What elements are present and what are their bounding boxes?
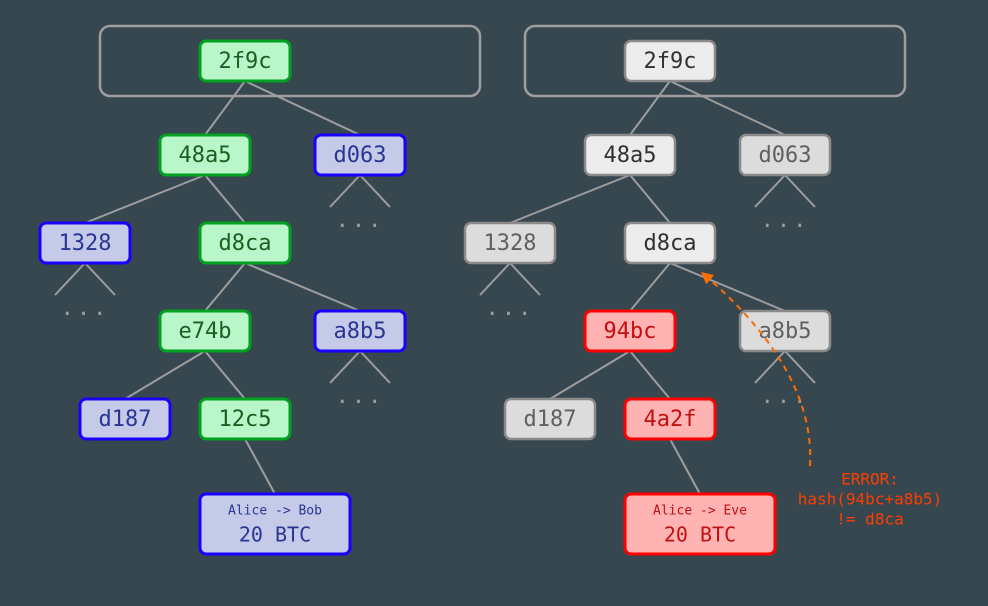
tree-edge	[755, 351, 785, 383]
ellipsis: ...	[761, 208, 810, 233]
tree-node-label: 4a2f	[644, 407, 697, 432]
tree-edge	[205, 175, 245, 223]
tree-node-label: 2f9c	[219, 49, 272, 74]
tree-node-label: 2f9c	[644, 49, 697, 74]
tree-edge	[630, 175, 670, 223]
error-text: != d8ca	[836, 510, 903, 529]
ellipsis: ...	[761, 384, 810, 409]
ellipsis: ...	[486, 296, 535, 321]
tree-edge	[510, 175, 630, 223]
tree-edge	[360, 351, 390, 383]
leaf-value: 20 BTC	[664, 523, 736, 547]
tree-edge	[630, 81, 670, 135]
ellipsis: ...	[336, 208, 385, 233]
tree-node-label: d187	[524, 407, 577, 432]
tree-edge	[670, 439, 700, 494]
tree-node-label: d187	[99, 407, 152, 432]
tree-node-label: 1328	[484, 231, 537, 256]
tree-node-label: d063	[334, 143, 387, 168]
tree-edge	[125, 351, 205, 399]
tree-edge	[360, 175, 390, 207]
ellipsis: ...	[61, 296, 110, 321]
tree-edge	[205, 351, 245, 399]
tree-edge	[330, 175, 360, 207]
tree-edge	[630, 351, 670, 399]
tree-edge	[480, 263, 510, 295]
tree-node-label: d8ca	[644, 231, 697, 256]
error-text: ERROR:	[841, 470, 899, 489]
tree-edge	[755, 175, 785, 207]
tree-node-label: d8ca	[219, 231, 272, 256]
tree-edge	[205, 263, 245, 311]
tree-edge	[245, 81, 360, 135]
tree-edge	[785, 175, 815, 207]
tree-edge	[245, 263, 360, 311]
tree-node-label: 12c5	[219, 407, 272, 432]
tree-node-label: e74b	[179, 319, 232, 344]
tree-edge	[330, 351, 360, 383]
error-text: hash(94bc+a8b5)	[798, 490, 943, 509]
tree-node-label: 48a5	[604, 143, 657, 168]
leaf-title: Alice -> Eve	[653, 504, 747, 519]
tree-node-label: a8b5	[334, 319, 387, 344]
tree-edge	[510, 263, 540, 295]
tree-edge	[670, 263, 785, 311]
tree-node-label: 1328	[59, 231, 112, 256]
tree-edge	[550, 351, 630, 399]
ellipsis: ...	[336, 384, 385, 409]
tree-edge	[85, 175, 205, 223]
error-arrow	[701, 272, 810, 466]
leaf-value: 20 BTC	[239, 523, 311, 547]
tree-edge	[85, 263, 115, 295]
tree-node-label: 94bc	[604, 319, 657, 344]
leaf-title: Alice -> Bob	[228, 504, 322, 519]
tree-node-label: 48a5	[179, 143, 232, 168]
tree-node-label: d063	[759, 143, 812, 168]
tree-edge	[630, 263, 670, 311]
tree-edge	[670, 81, 785, 135]
tree-edge	[245, 439, 275, 494]
tree-edge	[55, 263, 85, 295]
tree-edge	[205, 81, 245, 135]
